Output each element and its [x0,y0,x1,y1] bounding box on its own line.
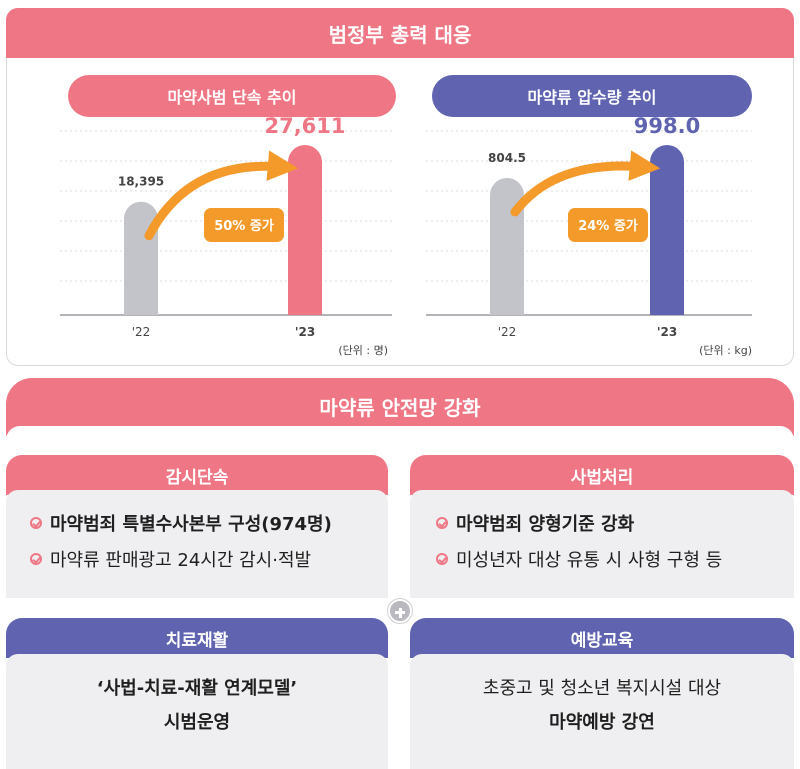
bar [288,145,322,315]
category-tick-label: '23 [657,325,677,339]
surveillance-card-title: 감시단속 [6,455,388,495]
check-circle-icon [30,517,42,529]
check-circle-icon [30,553,42,565]
bar-value-label: 18,395 [118,175,164,189]
growth-arrow [510,150,661,217]
prevention-card-body: 초중고 및 청소년 복지시설 대상 마약예방 강연 [410,654,794,769]
unit-label: (단위 : kg) [699,344,752,357]
unit-label: (단위 : 명) [338,344,388,357]
check-circle-icon [436,517,448,529]
increase-badge-label: 24% 증가 [578,219,638,234]
increase-badge [204,208,284,242]
surveillance-card-body: 마약범죄 특별수사본부 구성(974명) 마약류 판매광고 24시간 감시·적발 [6,490,388,598]
prevention-line-2: 마약예방 강연 [549,712,655,733]
plus-icon [388,599,412,623]
surveillance-item-1: 마약범죄 특별수사본부 구성(974명) [50,514,332,535]
bar [124,201,158,315]
treatment-line-2: 시범운영 [163,712,231,733]
arrest-trend-pill: 마약사범 단속 추이 [68,75,396,117]
top-section-title: 범정부 총력 대응 [6,8,794,58]
treatment-card-body: ‘사법-치료-재활 연계모델’ 시범운영 [6,654,388,769]
bar-value-label: 998.0 [634,114,700,138]
banner-bottom-strip [6,426,794,442]
prevention-line-1: 초중고 및 청소년 복지시설 대상 [482,678,722,699]
list-item: 마약범죄 양형기준 강화 [436,508,794,538]
bar [650,145,684,315]
category-tick-label: '23 [295,325,315,339]
increase-badge-label: 50% 증가 [214,219,274,234]
seizure-trend-pill: 마약류 압수량 추이 [432,75,752,117]
judicial-item-2: 미성년자 대상 유통 시 사형 구형 등 [456,550,723,571]
treatment-card-title: 치료재활 [6,618,388,658]
list-item: 마약류 판매광고 24시간 감시·적발 [30,544,388,574]
bar-value-label: 27,611 [264,114,345,138]
list-item: 미성년자 대상 유통 시 사형 구형 등 [436,544,794,574]
category-tick-label: '22 [132,325,151,339]
bar [490,177,524,315]
judicial-card-body: 마약범죄 양형기준 강화 미성년자 대상 유통 시 사형 구형 등 [410,490,794,598]
increase-badge [568,208,648,242]
list-item: 마약범죄 특별수사본부 구성(974명) [30,508,388,538]
surveillance-item-2: 마약류 판매광고 24시간 감시·적발 [50,550,312,571]
category-tick-label: '22 [498,325,517,339]
bar-value-label: 804.5 [488,151,526,165]
judicial-item-1: 마약범죄 양형기준 강화 [456,514,635,535]
growth-arrow [144,150,299,241]
treatment-line-1: ‘사법-치료-재활 연계모델’ [96,678,298,699]
check-circle-icon [436,553,448,565]
prevention-card-title: 예방교육 [410,618,794,658]
judicial-card-title: 사법처리 [410,455,794,495]
